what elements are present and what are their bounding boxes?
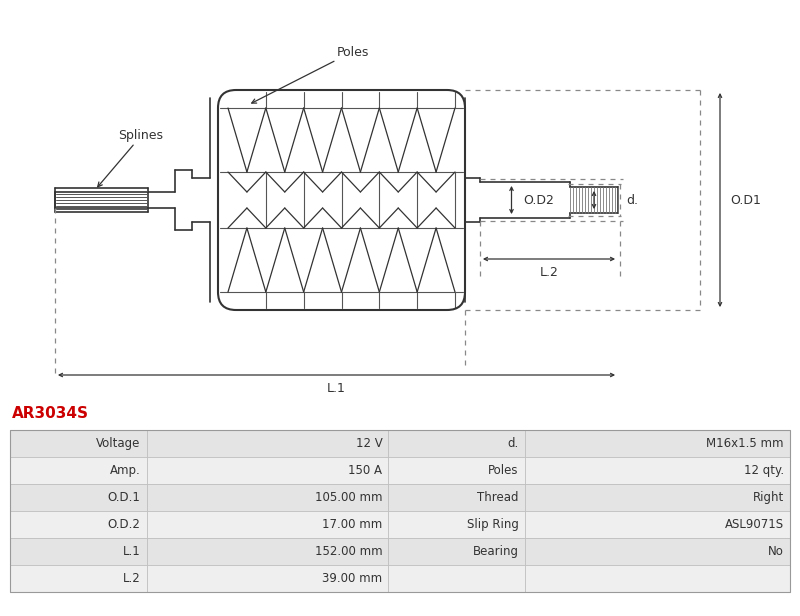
Text: O.D.2: O.D.2 <box>108 518 141 531</box>
Bar <box>10 538 146 565</box>
Text: 17.00 mm: 17.00 mm <box>322 518 382 531</box>
Text: L.2: L.2 <box>122 572 141 585</box>
Text: d.: d. <box>507 437 518 450</box>
Bar <box>10 565 146 592</box>
Text: Bearing: Bearing <box>473 545 518 558</box>
Text: ASL9071S: ASL9071S <box>725 518 784 531</box>
Text: No: No <box>768 545 784 558</box>
Bar <box>146 457 388 484</box>
Text: O.D.1: O.D.1 <box>108 491 141 504</box>
Bar <box>146 484 388 511</box>
Text: L.1: L.1 <box>327 383 346 395</box>
Bar <box>388 565 525 592</box>
Text: Slip Ring: Slip Ring <box>467 518 518 531</box>
Bar <box>146 538 388 565</box>
Bar <box>10 430 790 592</box>
Text: L.2: L.2 <box>539 267 558 280</box>
Text: Voltage: Voltage <box>96 437 141 450</box>
Bar <box>388 538 525 565</box>
Bar <box>146 565 388 592</box>
Bar <box>525 457 790 484</box>
Text: O.D1: O.D1 <box>730 193 761 206</box>
Bar <box>525 511 790 538</box>
Text: Poles: Poles <box>488 464 518 477</box>
Bar <box>146 511 388 538</box>
Text: d.: d. <box>626 193 638 206</box>
Bar <box>388 430 525 457</box>
Text: L.1: L.1 <box>122 545 141 558</box>
Text: 12 qty.: 12 qty. <box>744 464 784 477</box>
Bar <box>10 430 146 457</box>
Text: 150 A: 150 A <box>348 464 382 477</box>
Text: 152.00 mm: 152.00 mm <box>314 545 382 558</box>
Bar <box>388 484 525 511</box>
Bar <box>525 430 790 457</box>
Text: 12 V: 12 V <box>355 437 382 450</box>
Bar <box>146 430 388 457</box>
Text: Thread: Thread <box>478 491 518 504</box>
Bar <box>525 484 790 511</box>
Bar <box>525 565 790 592</box>
Bar <box>10 484 146 511</box>
Text: Splines: Splines <box>118 129 163 142</box>
Bar <box>388 457 525 484</box>
Text: Amp.: Amp. <box>110 464 141 477</box>
Text: 105.00 mm: 105.00 mm <box>315 491 382 504</box>
Bar <box>388 511 525 538</box>
Bar <box>525 538 790 565</box>
Text: M16x1.5 mm: M16x1.5 mm <box>706 437 784 450</box>
Bar <box>10 457 146 484</box>
Text: Poles: Poles <box>337 46 369 59</box>
Text: 39.00 mm: 39.00 mm <box>322 572 382 585</box>
Text: O.D2: O.D2 <box>523 193 554 206</box>
Text: AR3034S: AR3034S <box>12 407 89 421</box>
Bar <box>10 511 146 538</box>
Text: Right: Right <box>753 491 784 504</box>
